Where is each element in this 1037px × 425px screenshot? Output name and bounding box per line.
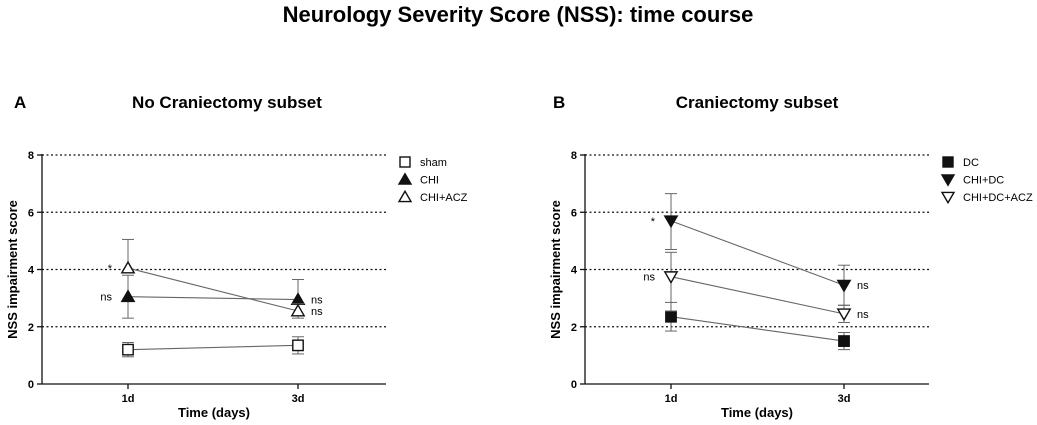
significance-label: ns (857, 280, 869, 292)
y-tick-label: 0 (28, 379, 34, 391)
legend-label: DC (963, 157, 979, 169)
panels: A No Craniectomy subset 0 2 4 6 8 1d 3d Time (day… (5, 93, 1033, 420)
x-tick-label: 3d (292, 393, 305, 405)
series-dc (665, 301, 850, 351)
series-chi: ns ns (100, 274, 323, 319)
data-point-shape (122, 343, 134, 356)
data-point-shape (290, 303, 306, 317)
x-axis-label: Time (days) (178, 405, 250, 420)
data-point-shape (663, 215, 679, 229)
legend-marker (397, 172, 413, 185)
panel-title: Craniectomy subset (676, 93, 839, 112)
series-line (127, 267, 299, 312)
data-point (120, 260, 136, 274)
data-point (122, 343, 134, 356)
panel-b: B Craniectomy subset 0 2 4 6 8 1d 3d Time (days) N… (548, 93, 1033, 420)
y-tick-label: 8 (571, 150, 577, 162)
data-point-shape (120, 260, 136, 274)
data-point-shape (836, 279, 852, 293)
series-chi-acz: * ns (108, 238, 323, 319)
x-tick-label: 1d (122, 393, 135, 405)
series-line (127, 296, 299, 301)
panel-letter: A (14, 93, 26, 112)
y-tick-label: 8 (28, 150, 34, 162)
y-tick-label: 2 (28, 322, 34, 334)
significance-label: ns (857, 309, 869, 321)
data-point (292, 339, 304, 352)
x-axis-label: Time (days) (721, 405, 793, 420)
data-point (120, 289, 136, 303)
y-tick-label: 6 (28, 207, 34, 219)
legend-marker (940, 191, 956, 205)
legend-marker-shape (397, 172, 413, 185)
figure-title: Neurology Severity Score (NSS): time cou… (283, 2, 754, 27)
series-chi-dc: * ns (651, 193, 869, 306)
legend-label: CHI (420, 175, 439, 187)
y-axis-label: NSS impairment score (5, 200, 20, 339)
panel-letter: B (553, 93, 565, 112)
legend-marker (397, 189, 413, 203)
y-tick-label: 2 (571, 322, 577, 334)
x-tick-label: 3d (838, 393, 851, 405)
significance-label: ns (311, 295, 323, 307)
data-point (838, 335, 850, 347)
significance-label: * (108, 263, 113, 275)
data-point-shape (838, 335, 850, 347)
significance-label: ns (311, 306, 323, 318)
y-tick-label: 6 (571, 207, 577, 219)
data-point-shape (120, 289, 136, 303)
series-sham (122, 336, 304, 358)
x-tick-label: 1d (665, 393, 678, 405)
data-point (663, 215, 679, 229)
data-point (663, 271, 679, 285)
series-line (670, 276, 845, 315)
data-point (836, 279, 852, 293)
y-tick-label: 0 (571, 379, 577, 391)
data-point (665, 310, 677, 323)
data-point-shape (665, 310, 677, 323)
significance-label: * (651, 216, 656, 228)
legend: sham CHI CHI+ACZ (397, 156, 468, 204)
data-point (836, 308, 852, 322)
significance-label: ns (100, 292, 112, 304)
series-chi-dc-acz: ns ns (643, 251, 869, 323)
legend-marker (399, 156, 411, 168)
data-point-shape (836, 308, 852, 322)
legend: DC CHI+DC CHI+DC+ACZ (940, 156, 1033, 205)
legend-marker-shape (940, 174, 956, 187)
data-point (290, 303, 306, 317)
legend-marker (940, 174, 956, 187)
legend-marker-shape (942, 156, 954, 168)
series-line (670, 316, 845, 342)
legend-label: CHI+DC (963, 175, 1004, 187)
legend-marker-shape (399, 156, 411, 168)
legend-label: CHI+DC+ACZ (963, 192, 1033, 204)
legend-label: sham (420, 157, 447, 169)
data-point-shape (663, 271, 679, 285)
series-line (670, 220, 845, 286)
significance-label: ns (643, 272, 655, 284)
y-axis-label: NSS impairment score (548, 200, 563, 339)
y-tick-label: 4 (571, 265, 578, 277)
legend-marker (942, 156, 954, 168)
legend-marker-shape (940, 191, 956, 205)
legend-label: CHI+ACZ (420, 192, 468, 204)
panel-title: No Craniectomy subset (132, 93, 322, 112)
legend-marker-shape (397, 189, 413, 203)
panel-a: A No Craniectomy subset 0 2 4 6 8 1d 3d Time (day… (5, 93, 468, 420)
y-tick-label: 4 (28, 265, 35, 277)
series-line (127, 344, 299, 351)
data-point-shape (292, 339, 304, 352)
